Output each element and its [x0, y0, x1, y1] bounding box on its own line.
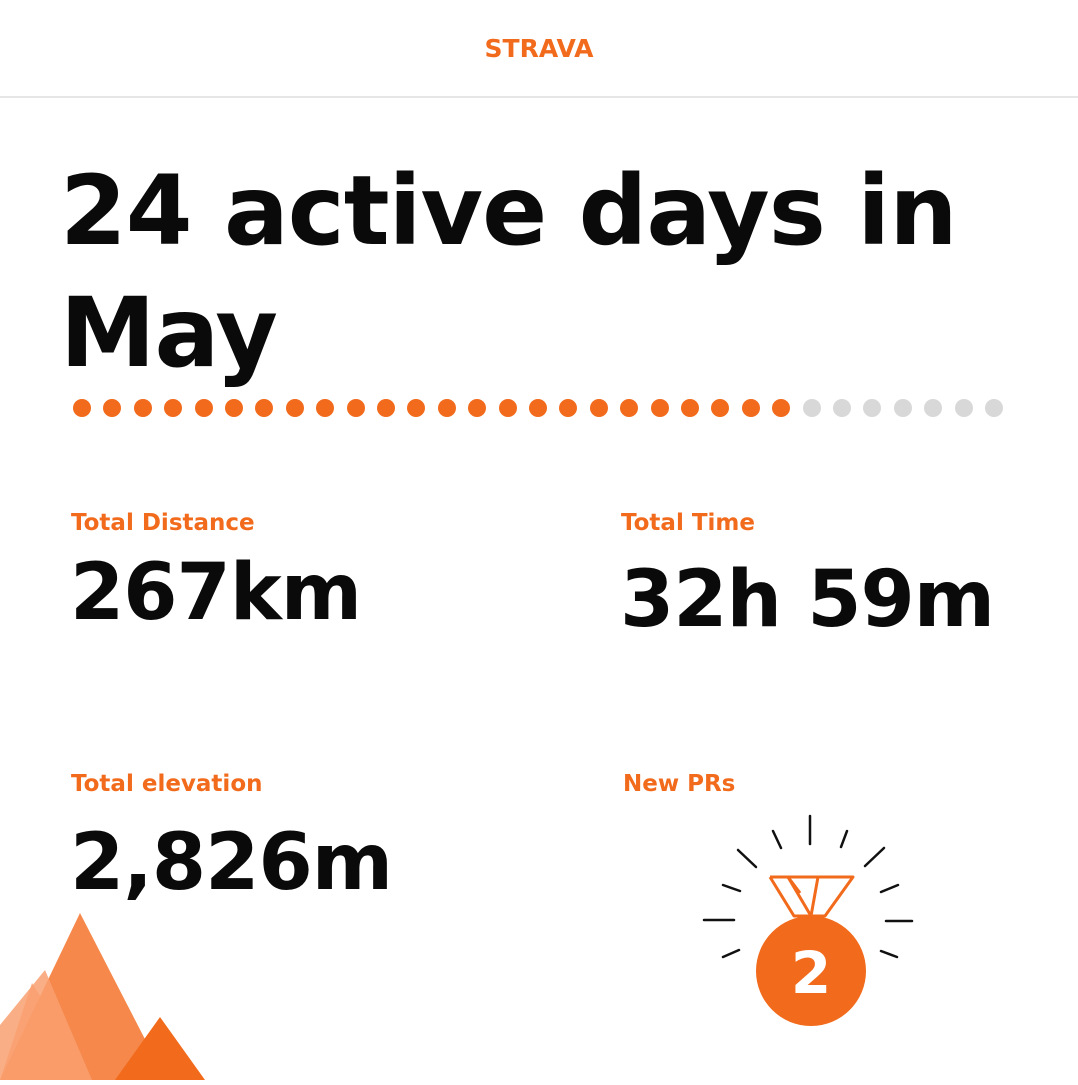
active-day-dot	[407, 399, 426, 417]
inactive-day-dot	[893, 399, 912, 417]
total-distance-label: Total Distance	[71, 510, 255, 536]
active-day-dot	[194, 399, 213, 417]
active-day-dot	[316, 399, 335, 417]
mountains-icon	[0, 905, 210, 1080]
active-day-dot	[73, 399, 91, 417]
active-day-dot	[164, 399, 183, 417]
active-day-dot	[225, 399, 243, 417]
inactive-day-dot	[954, 399, 973, 417]
total-time-label: Total Time	[621, 510, 755, 536]
inactive-day-dot	[802, 399, 821, 417]
active-day-dot	[346, 399, 365, 417]
total-elevation-value: 2,826m	[70, 818, 393, 908]
active-day-dot	[285, 399, 304, 417]
active-day-dot	[772, 399, 791, 417]
new-prs-value: 2	[791, 939, 831, 1007]
active-day-dot	[711, 399, 730, 417]
active-day-dot	[468, 399, 487, 417]
active-day-dot	[589, 399, 608, 417]
new-prs-label: New PRs	[623, 771, 736, 797]
inactive-day-dot	[985, 399, 1003, 417]
active-day-dot	[529, 399, 547, 417]
active-day-dot	[377, 399, 395, 417]
header-bar: STRAVA	[0, 0, 1078, 98]
active-day-dot	[255, 399, 274, 417]
active-day-dot	[437, 399, 456, 417]
headline: 24 active days in May	[60, 155, 958, 389]
total-time-value: 32h 59m	[620, 555, 995, 645]
active-day-dot	[559, 399, 578, 417]
total-elevation-label: Total elevation	[71, 771, 263, 797]
inactive-day-dot	[924, 399, 943, 417]
active-day-dot	[103, 399, 122, 417]
total-distance-value: 267km	[70, 548, 362, 638]
active-day-dot	[681, 399, 699, 417]
active-day-dot	[498, 399, 517, 417]
active-day-dot	[133, 399, 152, 417]
active-day-dot	[650, 399, 669, 417]
medal-icon: 2	[690, 800, 930, 1040]
inactive-day-dot	[863, 399, 882, 417]
active-day-dot	[620, 399, 639, 417]
strava-logo: STRAVA	[484, 34, 594, 63]
inactive-day-dot	[833, 399, 851, 417]
active-day-dot	[741, 399, 760, 417]
